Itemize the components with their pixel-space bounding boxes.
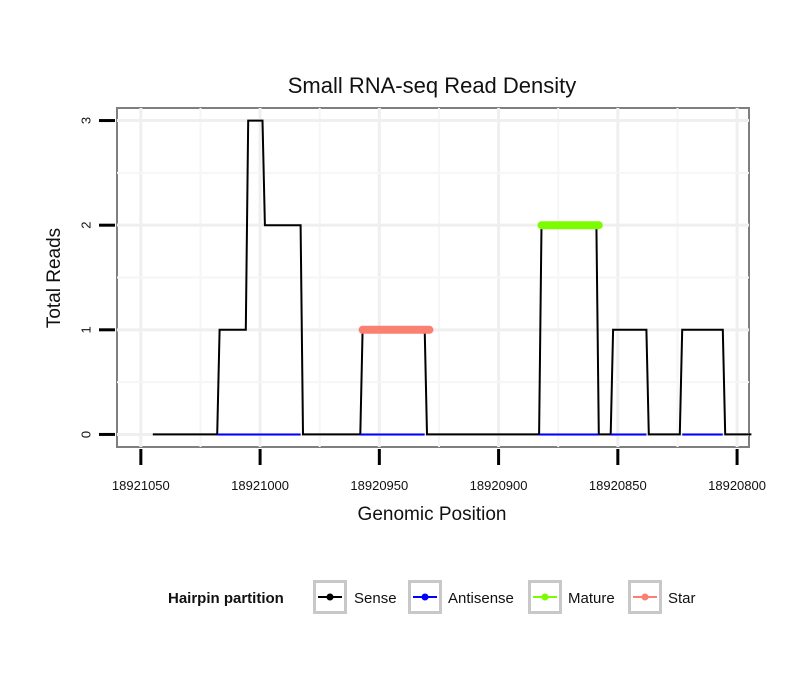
- legend-key-dot-star: [641, 593, 649, 601]
- axis-layer: 18921050 18921000 18920950 18920900 18920850…: [78, 117, 766, 493]
- legend-label-mature: Mature: [568, 590, 615, 607]
- legend: Hairpin partition Sense Antisense Mature St…: [168, 580, 696, 614]
- x-axis-title: Genomic Position: [358, 504, 507, 525]
- series-sense-line: [152, 119, 752, 436]
- x-tick-label: 18921000: [231, 478, 289, 493]
- legend-key-dot-sense: [326, 593, 334, 601]
- x-tick-label: 18920900: [470, 478, 528, 493]
- y-axis-title: Total Reads: [44, 228, 65, 328]
- series-layer: [152, 119, 752, 436]
- legend-key-dot-mature: [541, 593, 549, 601]
- legend-key-dot-antisense: [421, 593, 429, 601]
- x-tick-label: 18920850: [589, 478, 647, 493]
- legend-label-star: Star: [668, 590, 696, 607]
- y-tick-label: 2: [78, 222, 93, 229]
- y-tick-label: 3: [78, 117, 93, 124]
- legend-label-sense: Sense: [354, 590, 397, 607]
- legend-label-antisense: Antisense: [448, 590, 514, 607]
- grid-layer: [117, 108, 749, 447]
- legend-title: Hairpin partition: [168, 590, 284, 607]
- y-tick-label: 0: [78, 431, 93, 438]
- x-tick-label: 18920950: [350, 478, 408, 493]
- chart-title: Small RNA-seq Read Density: [288, 73, 577, 98]
- legend-items: Sense Antisense Mature Star: [313, 580, 696, 614]
- x-tick-label: 18920800: [708, 478, 766, 493]
- x-tick-label: 18921050: [112, 478, 170, 493]
- y-tick-label: 1: [78, 326, 93, 333]
